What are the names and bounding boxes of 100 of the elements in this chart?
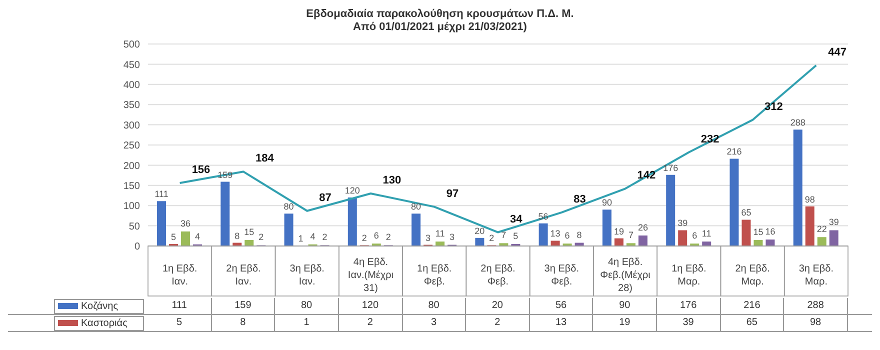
bar	[742, 220, 751, 246]
data-label: 16	[765, 226, 776, 237]
text: 176	[657, 298, 721, 314]
bar	[678, 230, 688, 246]
data-label: 34	[510, 213, 524, 226]
chart-subtitle: Από 01/01/2021 μέχρι 21/03/2021)	[352, 21, 528, 34]
bar	[638, 235, 648, 246]
data-label: 2	[386, 232, 391, 242]
data-label: 15	[244, 226, 254, 237]
chart-title: Εβδομαδιαία παρακολούθηση κρουσμάτων Π.Δ. Μ.	[305, 8, 575, 21]
text: 65	[720, 315, 784, 331]
bar	[666, 174, 676, 246]
bar	[181, 231, 190, 246]
x-tick-label: 4η Εβδ. Ιαν.(Μέχρι 31)	[348, 257, 394, 294]
x-tick-label: 2η Εβδ. Μαρ.	[735, 264, 770, 288]
bar	[550, 240, 560, 246]
x-tick-label: 1η Εβδ. Φεβ.	[417, 264, 452, 288]
data-label: 19	[614, 226, 624, 236]
legend-label: Καστοριάς	[54, 316, 144, 330]
text: 56	[530, 298, 594, 314]
data-label: 80	[411, 202, 422, 212]
text: 5	[148, 315, 212, 331]
data-label: 176	[663, 162, 678, 173]
x-tick-label: 1η Εβδ. Μαρ.	[672, 264, 706, 288]
text: 111	[148, 298, 212, 314]
data-label: 65	[741, 208, 752, 218]
bar	[220, 182, 230, 246]
data-label: 90	[602, 198, 612, 208]
data-label: 36	[180, 218, 191, 228]
y-tick-label: 300	[123, 120, 140, 132]
data-label: 2	[489, 233, 494, 244]
x-tick-label: 3η Εβδ. Φεβ.	[544, 264, 579, 288]
text: 80	[275, 298, 339, 314]
data-label: 5	[170, 232, 176, 242]
x-tick-label: 3η Εβδ. Ιαν.	[290, 264, 324, 288]
data-label: 83	[574, 193, 586, 206]
text: 288	[784, 298, 848, 314]
text: 80	[402, 298, 466, 314]
y-tick-label: 100	[123, 201, 140, 212]
bar	[284, 214, 294, 246]
x-tick-label: 2η Εβδ. Ιαν.	[226, 264, 261, 288]
data-label: 98	[804, 194, 815, 204]
y-tick-label: 450	[123, 60, 140, 71]
data-label: 7	[628, 230, 634, 240]
data-label: 8	[234, 230, 240, 241]
bar	[805, 206, 814, 246]
data-label: 97	[446, 188, 459, 200]
data-label: 156	[192, 164, 210, 176]
y-tick-label: 200	[123, 160, 140, 172]
text: 216	[720, 298, 784, 314]
data-label: 87	[319, 192, 332, 204]
data-label: 130	[382, 174, 402, 186]
data-label: 3	[426, 232, 431, 243]
data-label: 2	[322, 232, 328, 242]
data-label: 1	[298, 234, 304, 244]
data-label: 39	[678, 218, 688, 228]
bar	[793, 130, 802, 246]
x-tick-label: 3η Εβδ. Μαρ.	[798, 264, 834, 288]
data-label: 15	[753, 226, 764, 237]
legend-label: Κοζάνης	[54, 298, 144, 314]
y-tick-label: 350	[123, 100, 140, 112]
y-tick-label: 400	[123, 80, 140, 91]
x-tick-label: 1η Εβδ. Ιαν.	[162, 264, 198, 288]
text: 98	[784, 315, 848, 331]
data-label: 5	[513, 230, 518, 241]
y-tick-label: 500	[123, 40, 140, 51]
data-label: 2	[258, 232, 264, 242]
bar	[817, 237, 826, 246]
data-label: 120	[344, 186, 360, 196]
text: 20	[466, 298, 530, 314]
data-label: 22	[816, 224, 827, 234]
data-label: 13	[550, 228, 560, 239]
data-label: 39	[828, 217, 839, 228]
data-label: 3	[450, 232, 455, 242]
data-label: 4	[194, 231, 200, 242]
x-tick-label: 2η Εβδ. Φεβ.	[480, 264, 516, 288]
data-label: 8	[576, 230, 582, 240]
data-label: 4	[310, 231, 316, 242]
y-tick-label: 0	[134, 242, 140, 253]
text: 90	[593, 298, 657, 314]
y-tick-label: 250	[123, 140, 140, 152]
data-label: 7	[501, 230, 506, 240]
bar	[829, 230, 838, 246]
bar	[766, 240, 775, 246]
text: 13	[530, 315, 594, 331]
bar	[244, 240, 254, 246]
y-tick-label: 150	[123, 180, 140, 192]
data-label: 111	[154, 189, 168, 200]
text: 159	[212, 298, 276, 314]
text: 19	[593, 315, 657, 331]
data-label: 11	[702, 228, 712, 239]
data-label: 216	[726, 146, 742, 157]
data-label: 184	[255, 152, 275, 165]
bar	[475, 238, 484, 246]
y-tick-label: 50	[128, 221, 140, 232]
text: 8	[212, 315, 276, 331]
data-label: 6	[692, 230, 698, 241]
bar	[412, 214, 421, 246]
bar	[614, 238, 624, 246]
data-label: 11	[435, 228, 445, 239]
